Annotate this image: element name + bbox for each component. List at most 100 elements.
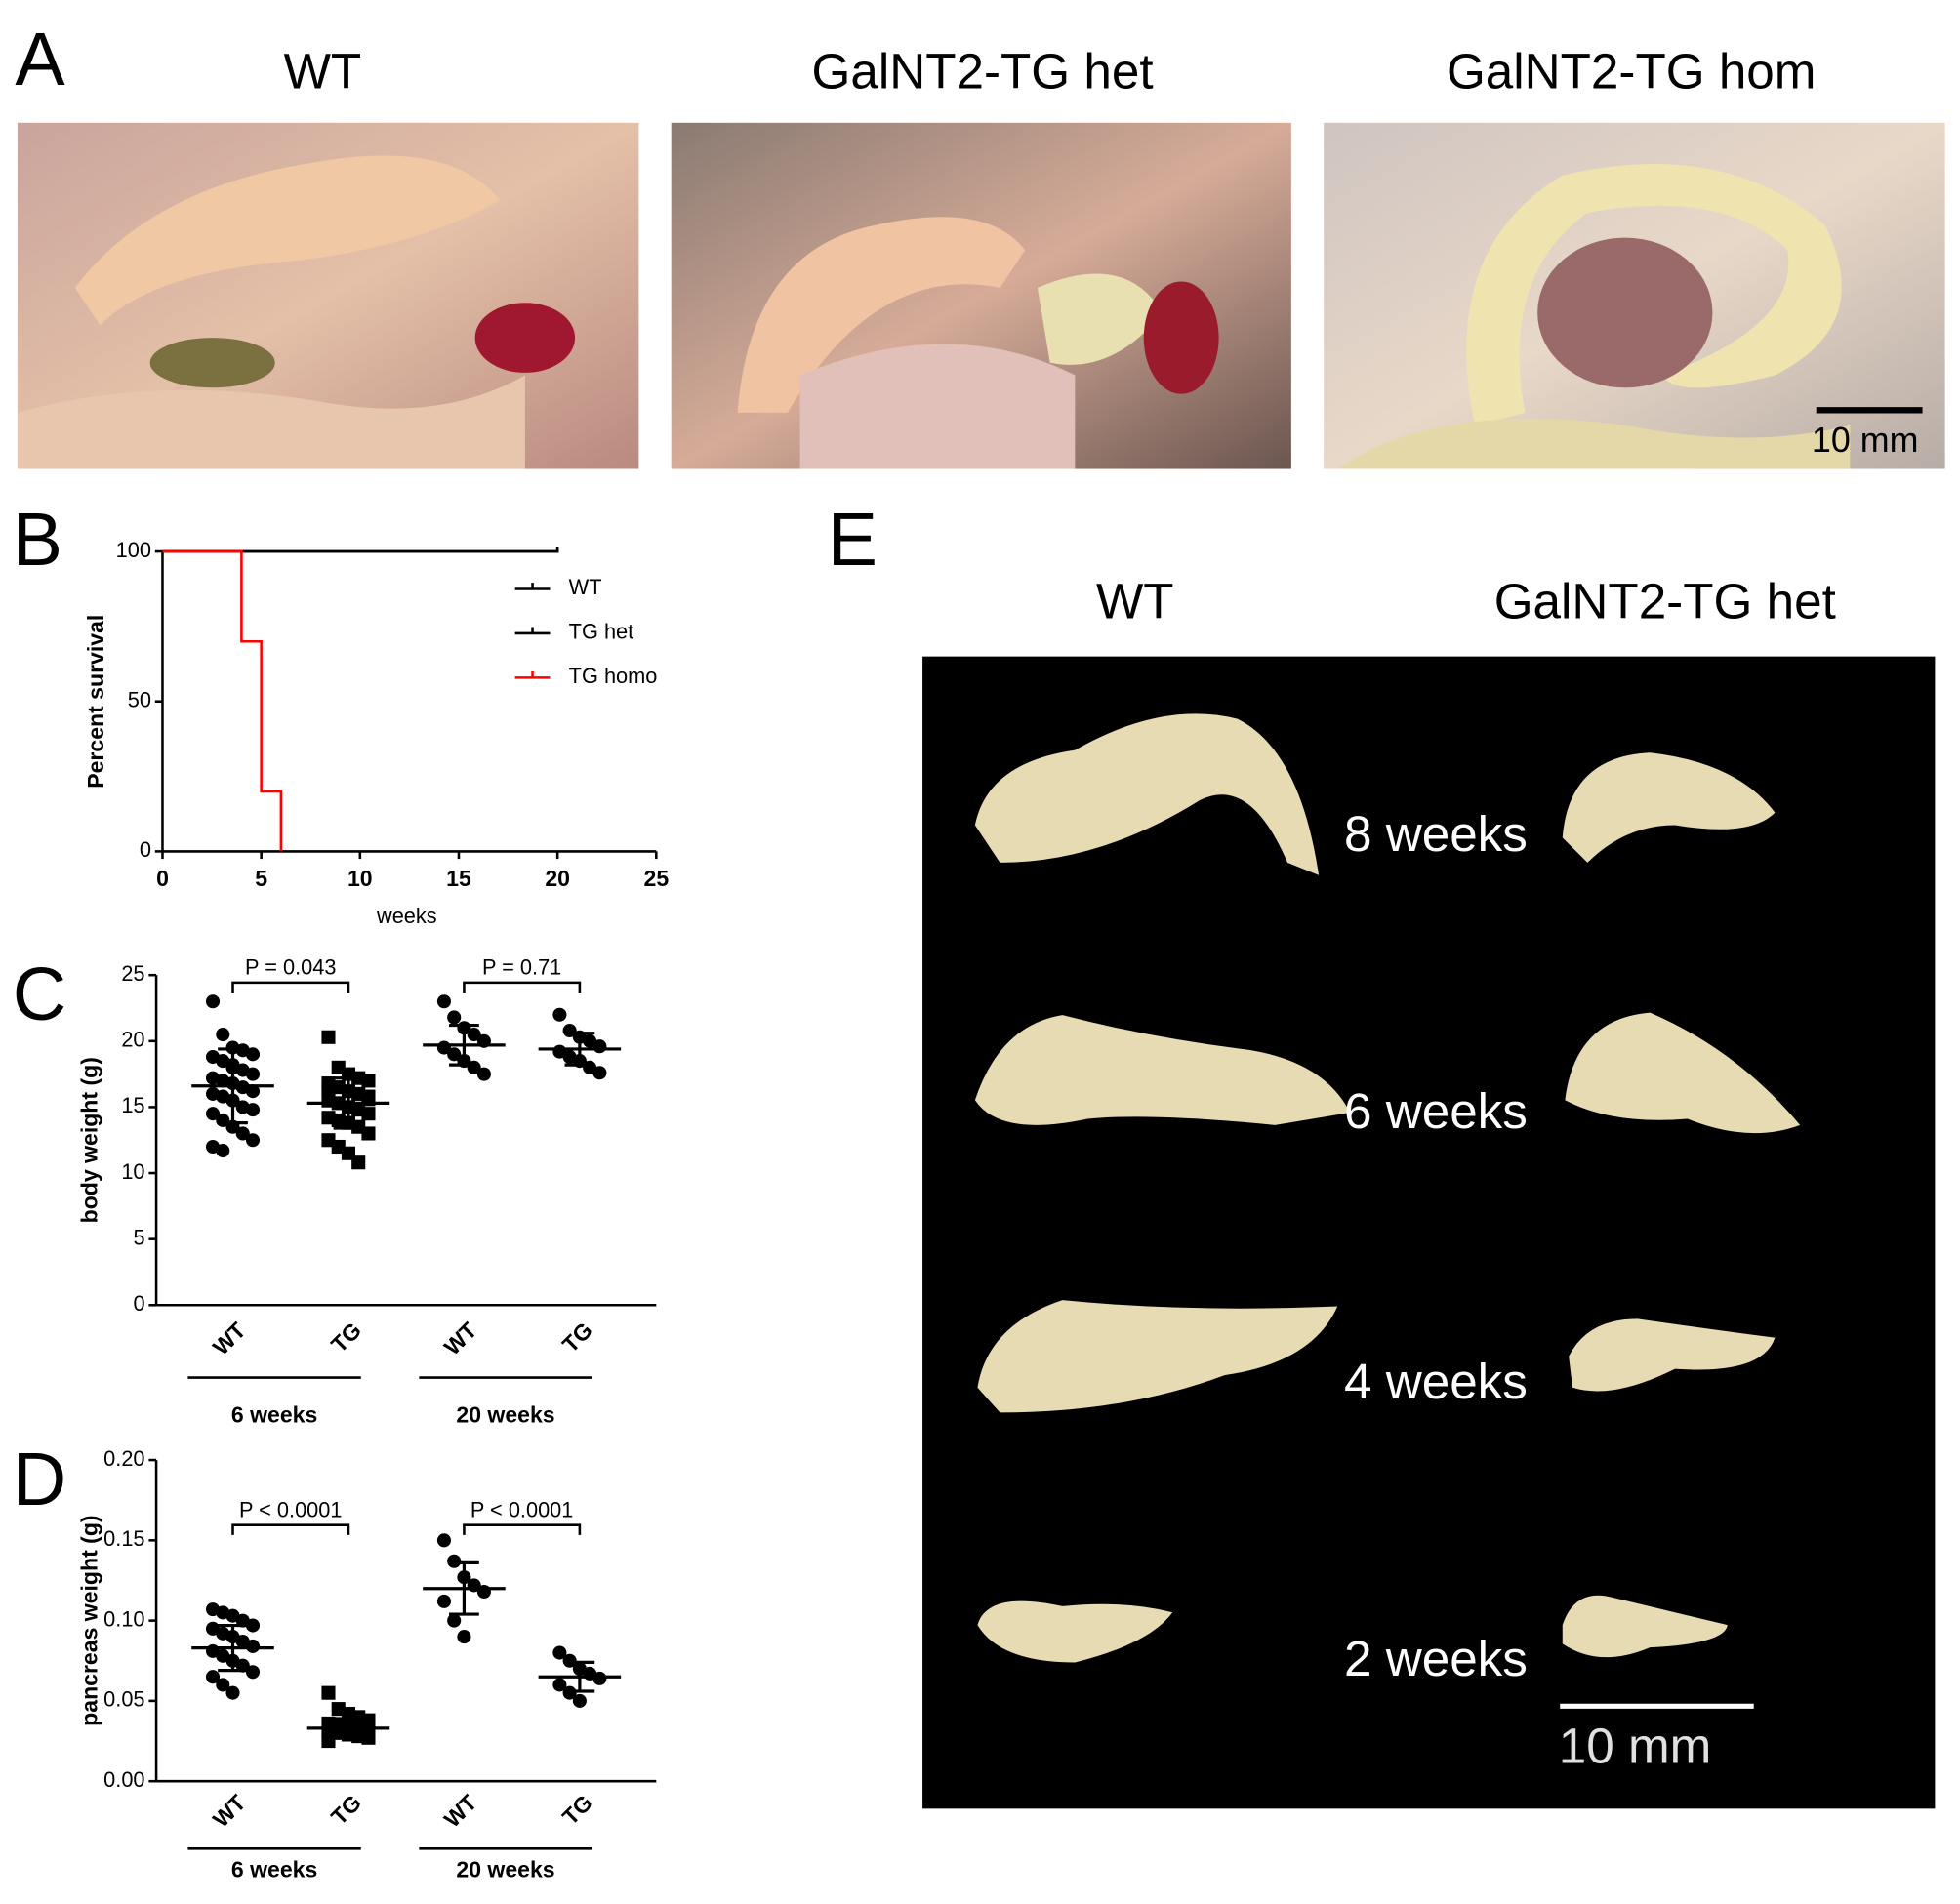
row-label: 4 weeks [1344,1354,1528,1409]
comparison-bracket [463,981,582,993]
x-tick-label: WT [208,1317,251,1360]
data-point [457,1630,471,1644]
y-axis-label: body weight (g) [77,1057,102,1223]
x-tick-label: TG [326,1317,366,1357]
x-tick-label: 20 [545,866,570,891]
panel-letter: A [15,18,65,101]
y-tick-label: 0.15 [103,1526,144,1551]
photo [1324,122,1945,469]
data-point [562,1685,577,1700]
photo [922,656,1936,1809]
x-axis-label: weeks [376,904,437,928]
data-point [245,1639,261,1654]
data-point [225,1685,240,1700]
error-bar [564,1032,595,1067]
data-point [321,1081,336,1096]
x-tick-label: WT [439,1790,482,1833]
scale-bar-label: 10 mm [1559,1719,1712,1774]
column-title: GalNT2-TG het [1494,574,1836,629]
data-point [245,1047,261,1062]
y-axis-label: Percent survival [83,615,108,789]
p-value: P = 0.71 [482,955,561,980]
p-value: P < 0.0001 [470,1497,574,1521]
x-tick-label: TG [326,1790,366,1830]
panel-letter: D [13,1438,66,1521]
y-tick-label: 100 [116,538,151,562]
data-point [447,1047,462,1062]
p-value: P = 0.043 [245,955,336,980]
legend-label: TG het [569,620,634,644]
column-title: WT [1096,574,1174,629]
x-tick-label: 15 [446,866,471,891]
group-label: 6 weeks [231,1856,317,1882]
row-label: 2 weeks [1344,1631,1528,1686]
comparison-bracket [463,1523,582,1535]
data-point [436,1533,451,1548]
photo-title: GalNT2-TG hom [1447,44,1817,100]
error-bar [449,1560,479,1616]
x-tick-label: TG [557,1790,597,1830]
data-point [321,1685,336,1700]
y-tick-label: 0 [140,837,151,862]
data-point [351,1155,366,1170]
data-point [205,994,221,1009]
data-point [476,1067,491,1081]
y-tick-label: 15 [121,1093,144,1117]
x-tick-label: 25 [644,866,670,891]
data-point [562,1653,577,1668]
x-tick-label: WT [439,1317,482,1360]
error-bar [564,1660,595,1693]
y-tick-label: 0.10 [103,1606,144,1631]
photo [17,122,639,469]
group-label: 20 weeks [456,1401,554,1427]
row-label: 6 weeks [1344,1083,1528,1139]
data-point [447,1554,462,1568]
data-point [361,1730,376,1745]
error-bar [333,1717,364,1740]
data-point [436,1594,451,1608]
error-bar [449,1023,479,1067]
data-point [572,1693,587,1708]
comparison-bracket [231,1523,350,1535]
data-point [245,1103,261,1117]
data-point [245,1618,261,1633]
legend-label: TG homo [569,664,658,688]
data-point [476,1584,491,1600]
panel-letter: B [13,498,62,582]
data-point [321,1030,336,1044]
comparison-bracket [231,981,350,993]
y-tick-label: 0.20 [103,1446,144,1471]
y-tick-label: 10 [121,1159,144,1184]
data-point [361,1126,376,1141]
y-tick-label: 50 [128,687,151,711]
survival-line [162,546,559,553]
data-point [245,1133,261,1148]
survival-line [162,549,283,852]
error-bar [218,1623,248,1673]
group-label: 20 weeks [456,1856,554,1882]
data-point [216,1028,230,1042]
error-bar [333,1076,364,1130]
y-tick-label: 0.05 [103,1687,144,1712]
data-point [467,1028,481,1042]
data-point [216,1678,230,1692]
x-tick-label: 0 [156,866,169,891]
photo [671,122,1291,469]
panel-letter: E [828,498,878,582]
panel-letter: C [13,952,66,1036]
x-tick-label: 5 [255,866,267,891]
data-point [245,1084,261,1099]
data-point [592,1671,607,1685]
x-tick-label: WT [208,1790,251,1833]
data-point [245,1067,261,1081]
x-tick-label: TG [557,1317,597,1357]
y-tick-label: 0 [133,1291,144,1316]
data-point [361,1074,376,1088]
data-point [447,1010,462,1025]
photo-title: GalNT2-TG het [812,44,1154,100]
data-point [321,1734,336,1749]
x-tick-label: 10 [347,866,373,891]
data-point [592,1039,607,1054]
